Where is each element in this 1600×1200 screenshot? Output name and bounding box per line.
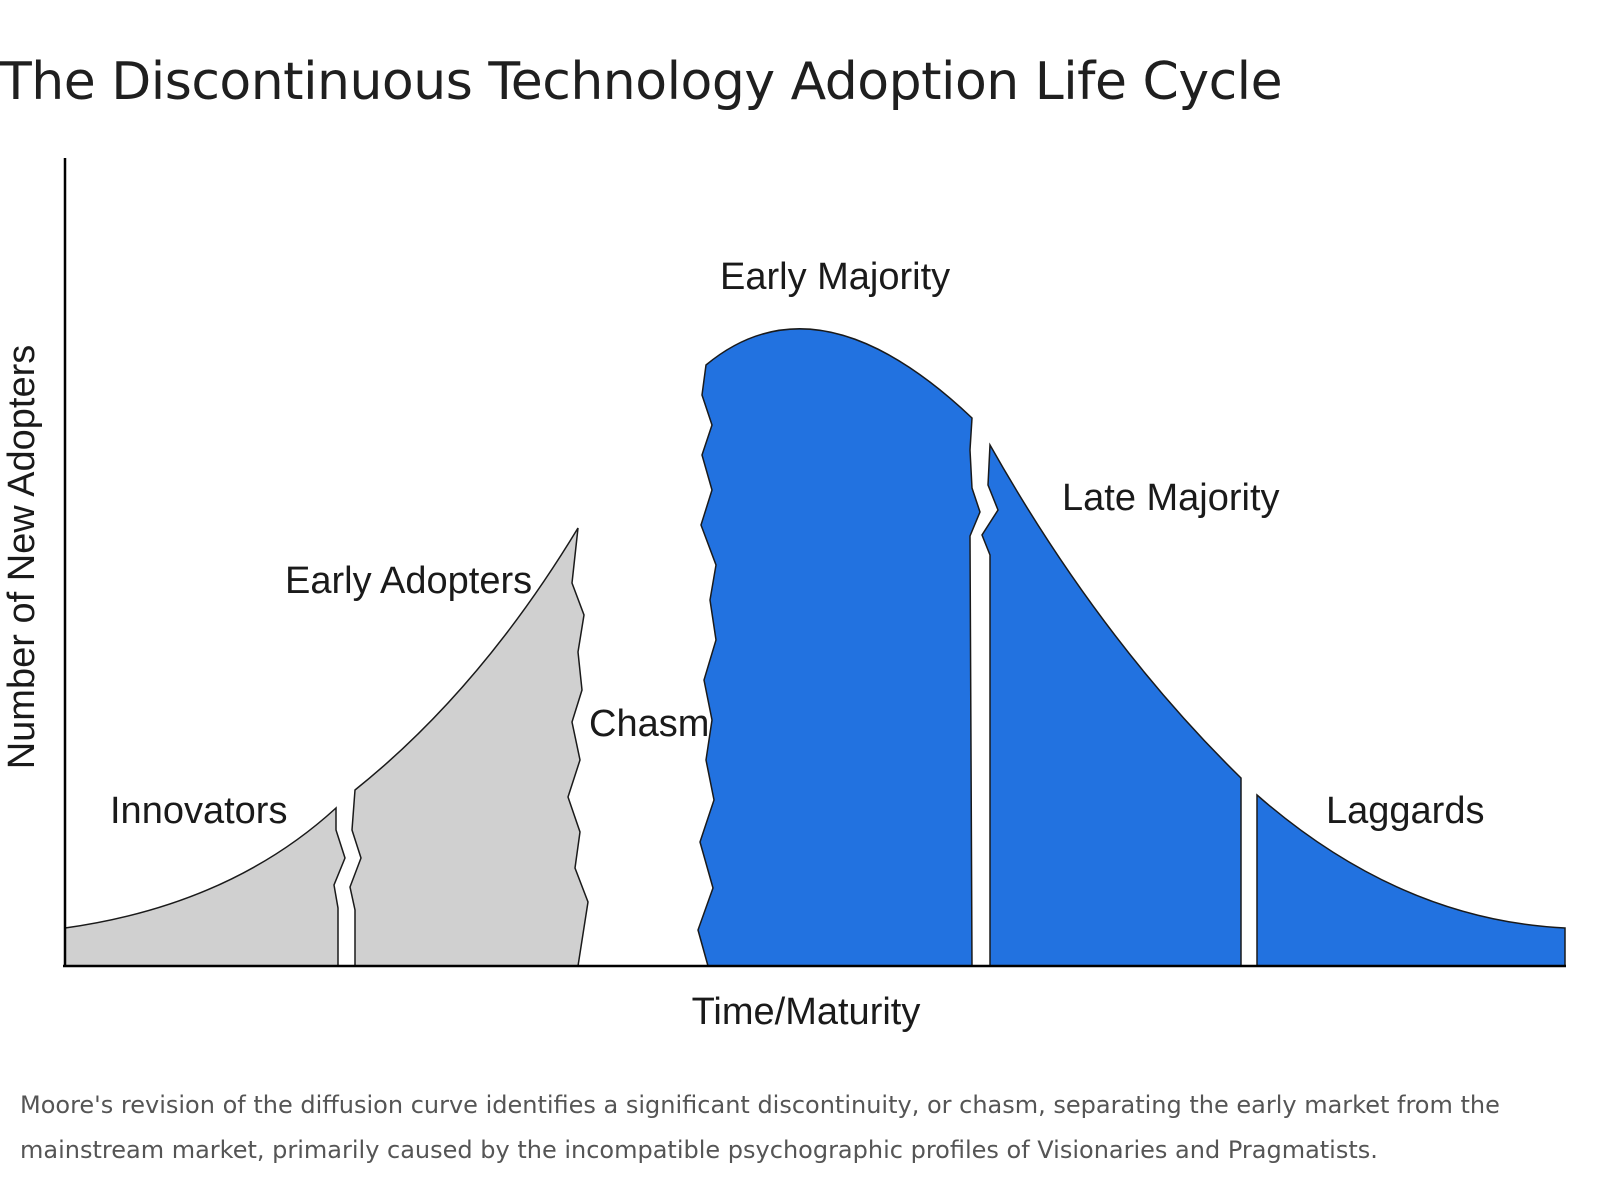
early-majority-area — [697, 328, 981, 967]
caption: Moore's revision of the diffusion curve … — [20, 1091, 1500, 1164]
innovators-label: Innovators — [110, 790, 287, 832]
adoption-diagram: Innovators Early Adopters Chasm Early Ma… — [1, 158, 1566, 1033]
early-adopters-label: Early Adopters — [285, 560, 532, 602]
laggards-label: Laggards — [1326, 790, 1484, 832]
x-axis-label: Time/Maturity — [692, 991, 921, 1033]
innovators-area — [64, 806, 346, 967]
late-majority-label: Late Majority — [1062, 477, 1280, 519]
laggards-area — [1256, 793, 1566, 967]
early-majority-label: Early Majority — [720, 256, 950, 298]
late-majority-area — [981, 442, 1242, 967]
chasm-label: Chasm — [589, 703, 709, 745]
y-axis-label: Number of New Adopters — [1, 345, 43, 770]
early-adopters-area — [349, 527, 589, 967]
page-title: The Discontinuous Technology Adoption Li… — [0, 52, 1283, 112]
